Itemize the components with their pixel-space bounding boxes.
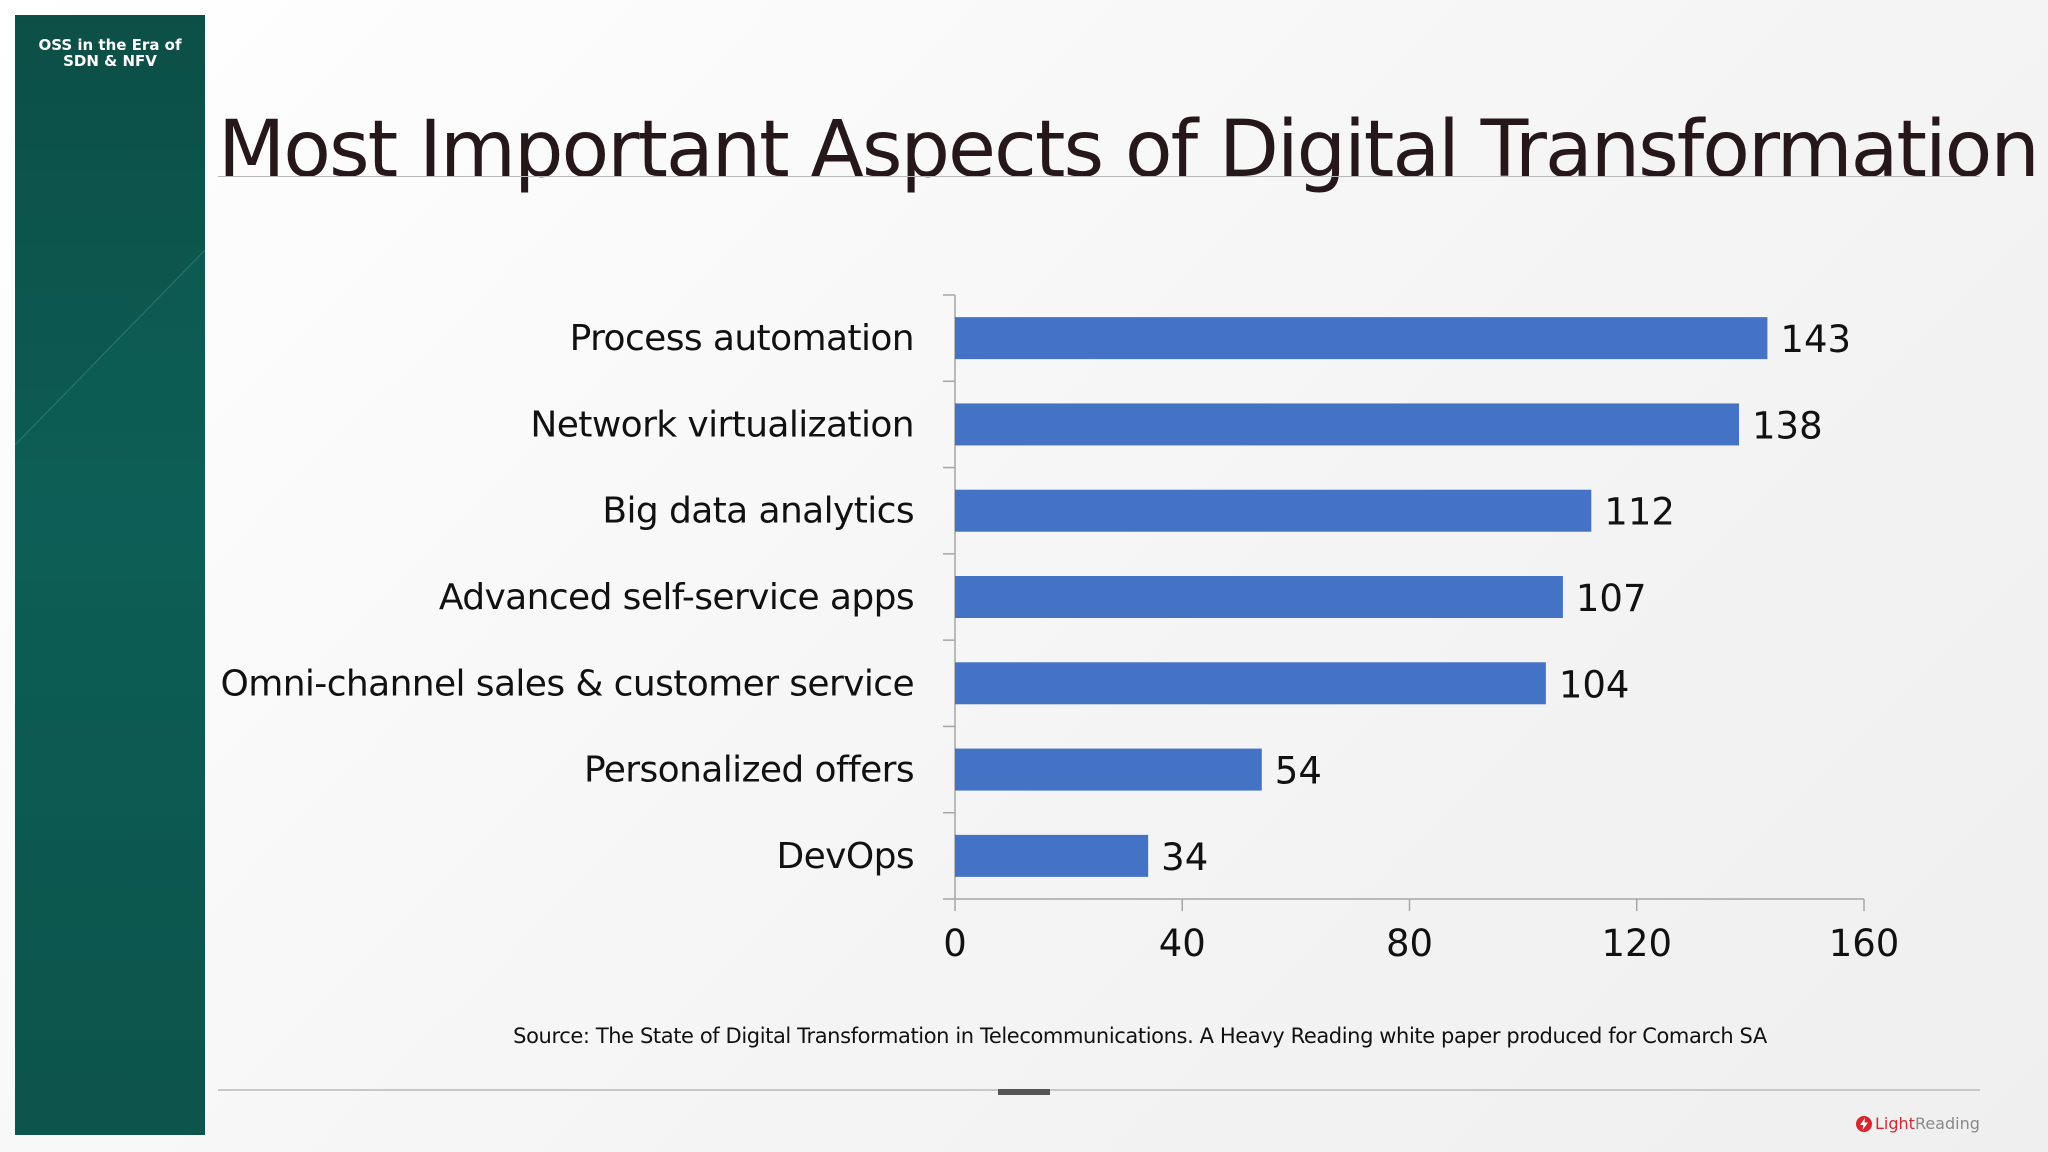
bar-data-label: 138 <box>1752 404 1823 447</box>
title-divider <box>218 176 1980 177</box>
category-label: Process automation <box>570 318 914 359</box>
value-axis-tick-label: 160 <box>1829 922 1900 965</box>
bar <box>955 748 1262 791</box>
lightreading-logo: Light Reading <box>1856 1114 1980 1133</box>
sidebar-title: OSS in the Era of SDN & NFV <box>15 37 205 69</box>
bar-data-label: 107 <box>1576 577 1647 620</box>
category-label: Personalized offers <box>584 750 914 791</box>
sidebar-title-line1: OSS in the Era of <box>38 36 182 54</box>
category-label: DevOps <box>776 836 914 877</box>
bar <box>955 403 1740 446</box>
bar <box>955 317 1768 360</box>
bar-data-label: 143 <box>1780 318 1851 361</box>
sidebar-diagonal-decoration <box>15 249 205 1135</box>
bar-data-label: 104 <box>1559 663 1630 706</box>
value-axis-tick-label: 40 <box>1159 922 1206 965</box>
category-label: Advanced self-service apps <box>439 577 914 618</box>
category-label: Big data analytics <box>602 491 914 532</box>
sidebar-panel: OSS in the Era of SDN & NFV <box>15 15 205 1135</box>
bar-data-label: 112 <box>1604 491 1675 534</box>
value-axis-tick-label: 0 <box>943 922 967 965</box>
bar <box>955 489 1592 532</box>
footer-divider <box>218 1089 1980 1091</box>
source-note: Source: The State of Digital Transformat… <box>513 1024 1767 1048</box>
footer-tab-marker <box>998 1089 1050 1095</box>
bar <box>955 576 1563 618</box>
slide-title: Most Important Aspects of Digital Transf… <box>218 105 2040 195</box>
lightning-bolt-icon <box>1856 1115 1872 1132</box>
bar-data-label: 34 <box>1161 836 1208 879</box>
bar <box>955 834 1149 877</box>
bar-data-label: 54 <box>1275 750 1322 793</box>
category-label: Network virtualization <box>530 404 914 445</box>
bar <box>955 662 1546 705</box>
value-axis-tick-label: 80 <box>1386 922 1433 965</box>
value-axis-tick-label: 120 <box>1601 922 1672 965</box>
category-label: Omni-channel sales & customer service <box>220 663 914 704</box>
logo-text-reading: Reading <box>1914 1114 1980 1133</box>
sidebar-title-line2: SDN & NFV <box>63 52 157 70</box>
logo-text-light: Light <box>1875 1114 1915 1133</box>
